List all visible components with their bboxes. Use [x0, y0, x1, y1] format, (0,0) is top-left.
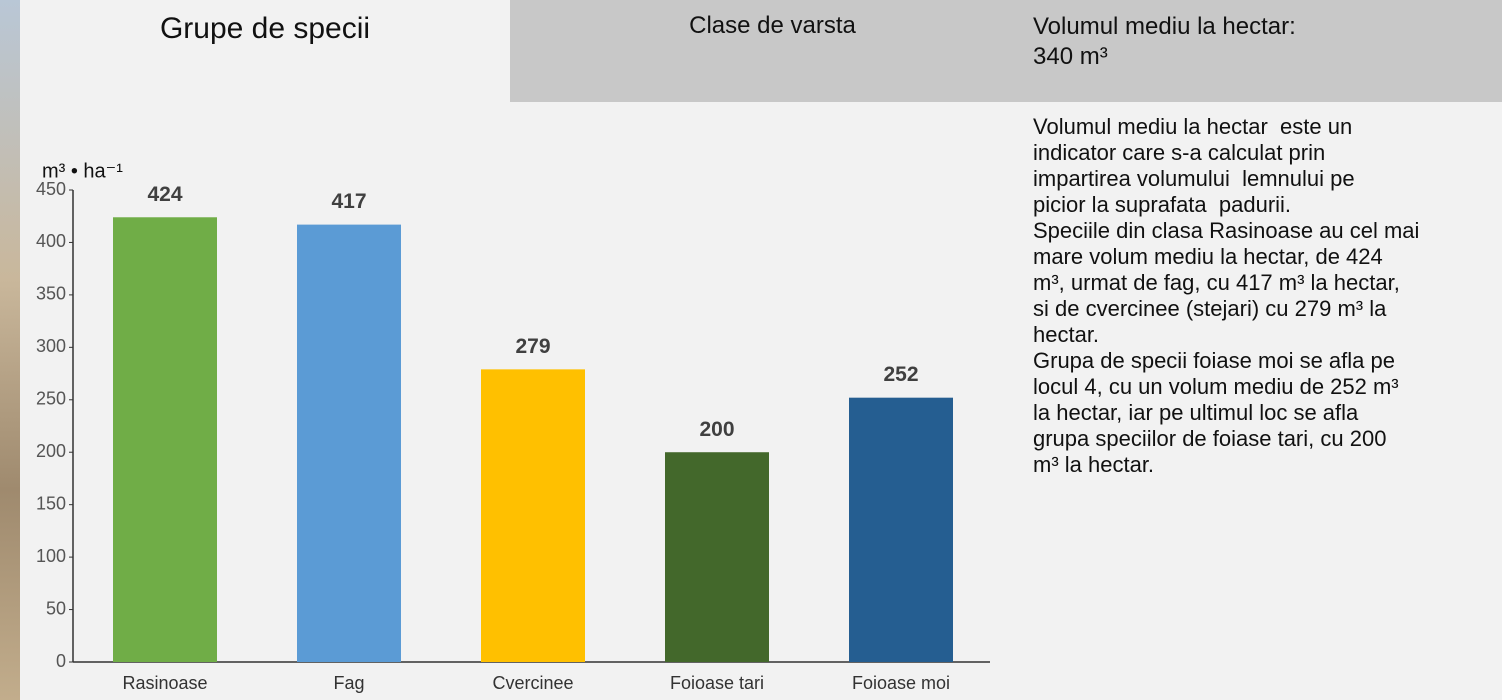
tab-summary[interactable]: Volumul mediu la hectar: 340 m³	[1015, 0, 1502, 102]
y-tick-label: 0	[56, 651, 66, 671]
info-line: Grupa de specii foiase moi se afla pe	[1033, 348, 1395, 373]
bar	[849, 397, 953, 662]
value-label: 279	[515, 335, 550, 358]
x-tick-label: Foioase tari	[670, 673, 764, 693]
tab-active[interactable]: Grupe de specii	[20, 0, 510, 102]
info-line: impartirea volumului lemnului pe	[1033, 166, 1355, 191]
y-tick-label: 450	[36, 179, 66, 199]
bar	[665, 452, 769, 662]
y-axis-label: m³ • ha⁻¹	[42, 160, 123, 182]
summary-title: Volumul mediu la hectar:	[1033, 13, 1296, 40]
info-line: si de cvercinee (stejari) cu 279 m³ la	[1033, 296, 1387, 321]
info-line: la hectar, iar pe ultimul loc se afla	[1033, 400, 1359, 425]
info-text: Volumul mediu la hectar este un indicator…	[1033, 114, 1419, 478]
info-line: Volumul mediu la hectar este un	[1033, 114, 1353, 139]
summary-value: 340 m³	[1033, 43, 1108, 70]
background-photo	[0, 0, 20, 700]
info-line: grupa speciilor de foiase tari, cu 200	[1033, 426, 1387, 451]
info-line: mare volum mediu la hectar, de 424	[1033, 244, 1383, 269]
y-tick-label: 350	[36, 284, 66, 304]
y-tick-label: 200	[36, 441, 66, 461]
info-line: m³ la hectar.	[1033, 452, 1155, 477]
tab[interactable]: Clase de varsta	[510, 0, 1015, 102]
y-tick-label: 300	[36, 336, 66, 356]
info-line: hectar.	[1033, 322, 1100, 347]
value-label: 200	[699, 418, 734, 441]
chart: m³ • ha⁻¹ 0 50 100 150 200 250 300 350 400 450 424…	[36, 160, 990, 693]
bar	[113, 217, 217, 662]
y-tick-label: 150	[36, 493, 66, 513]
info-line: locul 4, cu un volum mediu de 252 m³	[1033, 374, 1399, 399]
x-tick-label: Fag	[333, 673, 364, 693]
y-tick-label: 250	[36, 389, 66, 409]
y-tick-label: 400	[36, 231, 66, 251]
value-label: 252	[883, 363, 918, 386]
y-tick-label: 100	[36, 546, 66, 566]
info-line: indicator care s-a calculat prin	[1033, 140, 1326, 165]
x-tick-label: Foioase moi	[852, 673, 950, 693]
info-line: m³, urmat de fag, cu 417 m³ la hectar,	[1033, 270, 1400, 295]
x-tick-label: Cvercinee	[492, 673, 573, 693]
x-tick-label: Rasinoase	[122, 673, 207, 693]
info-line: picior la suprafata padurii.	[1033, 192, 1292, 217]
info-line: Speciile din clasa Rasinoase au cel mai	[1033, 218, 1420, 243]
bar	[297, 224, 401, 662]
y-tick-label: 50	[46, 598, 66, 618]
value-label: 417	[331, 190, 366, 213]
bar	[481, 369, 585, 662]
value-label: 424	[147, 183, 182, 206]
